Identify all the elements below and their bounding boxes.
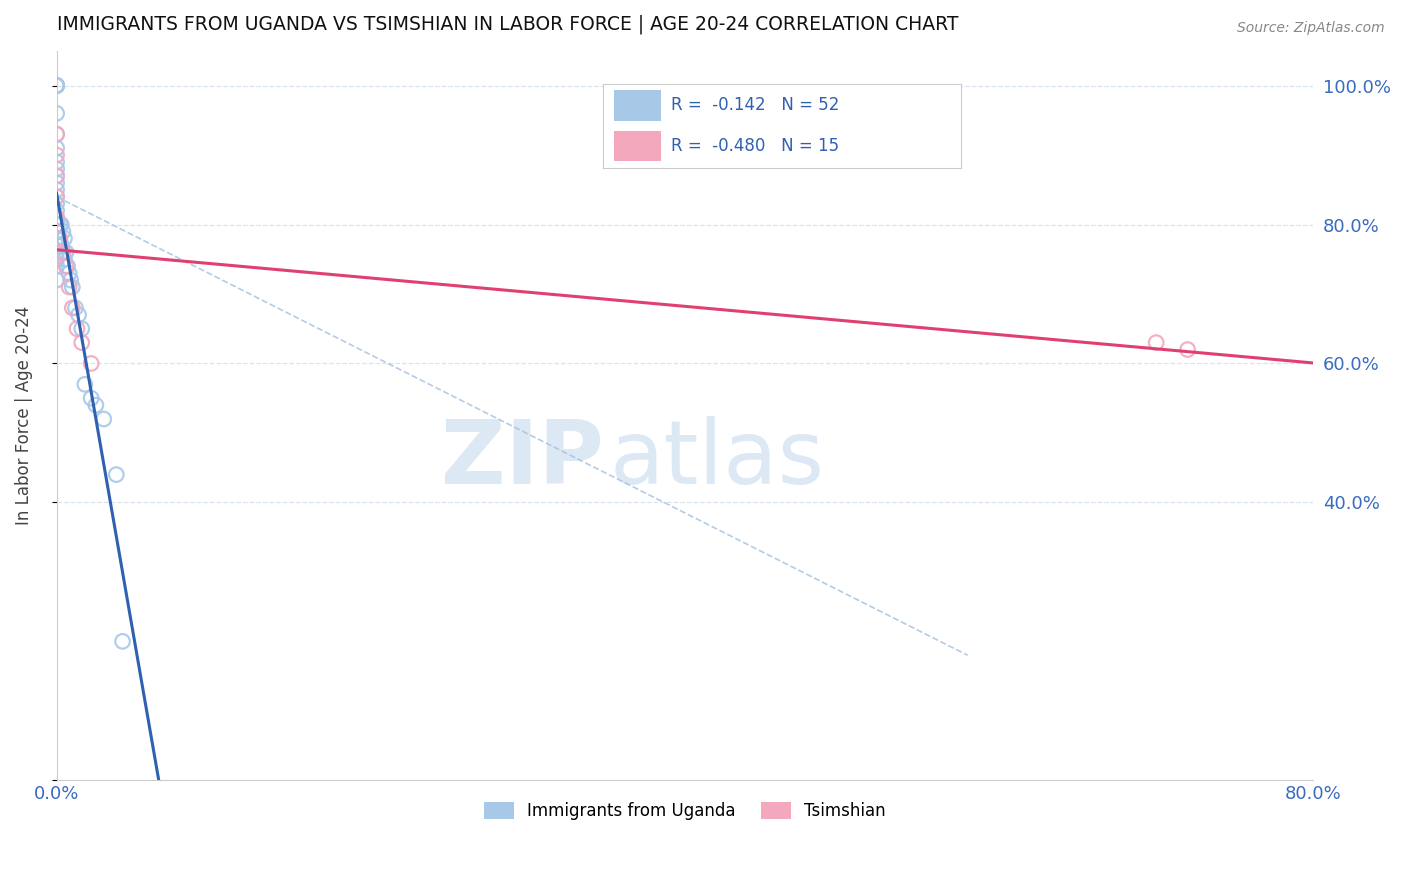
Point [80,391,103,405]
Point [67,308,90,322]
Point [51,218,73,232]
Point [60,301,83,315]
Point [45,176,67,190]
Y-axis label: In Labor Force | Age 20-24: In Labor Force | Age 20-24 [15,306,32,525]
Point [45,127,67,141]
Point [58,280,80,294]
Point [48,218,70,232]
Point [45,183,67,197]
Point [59,273,82,287]
Point [45,231,67,245]
Point [45,78,67,93]
Point [80,356,103,370]
Point [84,398,107,412]
Point [45,245,67,260]
Point [52,245,75,260]
Point [45,196,67,211]
Point [93,412,115,426]
Point [55,245,77,260]
Point [45,218,67,232]
Point [45,190,67,204]
Point [45,211,67,225]
Point [105,467,128,482]
Point [45,78,67,93]
Point [45,78,67,93]
Point [56,259,79,273]
Point [45,169,67,183]
Point [48,231,70,245]
Point [66,322,89,336]
Text: ZIP: ZIP [440,416,603,503]
Point [70,322,93,336]
Point [45,141,67,155]
Point [45,238,67,252]
Point [45,148,67,162]
Text: IMMIGRANTS FROM UGANDA VS TSIMSHIAN IN LABOR FORCE | AGE 20-24 CORRELATION CHART: IMMIGRANTS FROM UGANDA VS TSIMSHIAN IN L… [56,15,957,35]
Point [45,224,67,238]
Point [45,190,67,204]
Point [45,78,67,93]
Point [60,280,83,294]
Point [45,78,67,93]
Point [52,245,75,260]
Point [1144,335,1167,350]
Text: Source: ZipAtlas.com: Source: ZipAtlas.com [1237,21,1385,35]
Point [45,155,67,169]
Point [45,203,67,218]
Legend: Immigrants from Uganda, Tsimshian: Immigrants from Uganda, Tsimshian [478,795,893,827]
Point [53,252,76,267]
Point [45,231,67,245]
Point [73,377,96,392]
Point [1177,343,1199,357]
Point [45,273,67,287]
Point [55,259,77,273]
Point [52,224,75,238]
Point [70,335,93,350]
Point [45,218,67,232]
Point [111,634,134,648]
Point [45,218,67,232]
Point [58,266,80,280]
Point [45,211,67,225]
Text: atlas: atlas [610,416,825,503]
Point [45,127,67,141]
Point [45,224,67,238]
Point [45,161,67,176]
Point [45,106,67,120]
Point [45,259,67,273]
Point [45,218,67,232]
Point [51,238,73,252]
Point [53,231,76,245]
Point [48,231,70,245]
Point [45,169,67,183]
Point [65,301,87,315]
Point [45,252,67,267]
